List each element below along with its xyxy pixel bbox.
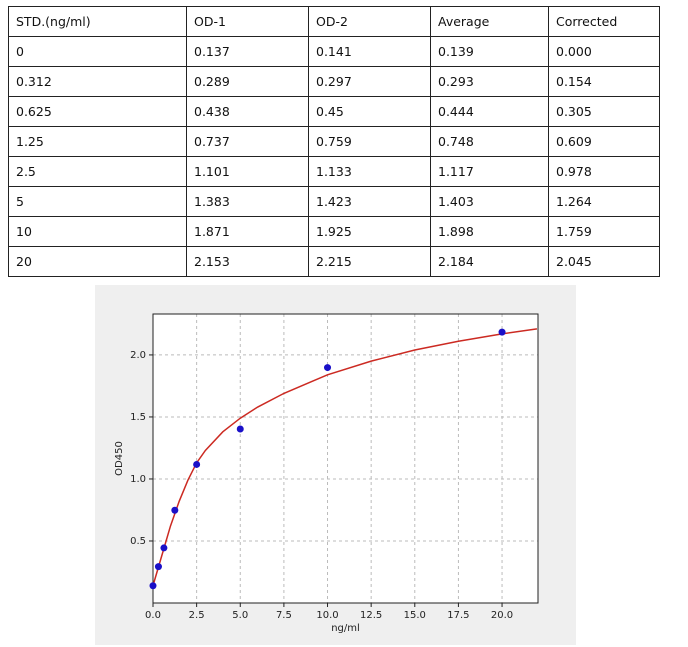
x-tick-label: 20.0 [491, 610, 513, 621]
table-cell: 0.444 [430, 96, 549, 127]
x-tick-label: 15.0 [404, 610, 426, 621]
table-cell: 2.184 [430, 246, 549, 277]
table-cell: 1.871 [186, 216, 309, 247]
table-cell: 0.759 [308, 126, 431, 157]
table-row: 5 1.383 1.423 1.403 1.264 [8, 186, 660, 217]
table-cell: 0.305 [548, 96, 660, 127]
table-cell: 0.438 [186, 96, 309, 127]
header-cell: OD-1 [186, 6, 309, 37]
table-cell: 0.45 [308, 96, 431, 127]
data-point [160, 544, 168, 552]
table-row: 0.625 0.438 0.45 0.444 0.305 [8, 96, 660, 127]
table-cell: 0 [8, 36, 187, 67]
x-tick-label: 2.5 [189, 610, 205, 621]
table-cell: 0.293 [430, 66, 549, 97]
y-axis-label: OD450 [114, 441, 125, 476]
header-cell: OD-2 [308, 6, 431, 37]
data-point [324, 364, 332, 372]
data-point [154, 563, 162, 571]
table-cell: 1.117 [430, 156, 549, 187]
table-row: STD.(ng/ml) OD-1 OD-2 Average Corrected [8, 6, 660, 37]
data-point [193, 460, 201, 468]
table-cell: 1.423 [308, 186, 431, 217]
table-cell: 1.101 [186, 156, 309, 187]
table-cell: 1.898 [430, 216, 549, 247]
y-tick-label: 1.5 [130, 412, 146, 423]
table-cell: 0.139 [430, 36, 549, 67]
header-cell: STD.(ng/ml) [8, 6, 187, 37]
data-point [498, 328, 506, 336]
table-cell: 2.5 [8, 156, 187, 187]
table-row: 10 1.871 1.925 1.898 1.759 [8, 216, 660, 247]
table-cell: 0.625 [8, 96, 187, 127]
table-cell: 0.154 [548, 66, 660, 97]
table-cell: 2.215 [308, 246, 431, 277]
chart-panel: 0.0 2.5 5.0 7.5 10.0 12.5 15.0 17.5 20.0 0.5 1.0 1.… [95, 285, 576, 645]
y-tick-label: 0.5 [130, 536, 146, 547]
table-cell: 0.289 [186, 66, 309, 97]
plot-area [153, 314, 538, 603]
x-tick-label: 5.0 [232, 610, 248, 621]
table-cell: 1.133 [308, 156, 431, 187]
chart: 0.0 2.5 5.0 7.5 10.0 12.5 15.0 17.5 20.0 0.5 1.0 1.… [114, 313, 539, 634]
table-cell: 1.403 [430, 186, 549, 217]
table-cell: 0.737 [186, 126, 309, 157]
table-row: 2.5 1.101 1.133 1.117 0.978 [8, 156, 660, 187]
table-cell: 1.25 [8, 126, 187, 157]
x-tick-label: 17.5 [447, 610, 469, 621]
table-cell: 0.297 [308, 66, 431, 97]
table-cell: 5 [8, 186, 187, 217]
y-tick-label: 2.0 [130, 350, 146, 361]
table-cell: 1.925 [308, 216, 431, 247]
data-table: STD.(ng/ml) OD-1 OD-2 Average Corrected 0 0.13… [8, 6, 660, 277]
table-cell: 2.045 [548, 246, 660, 277]
table-cell: 2.153 [186, 246, 309, 277]
table-cell: 1.383 [186, 186, 309, 217]
data-point [149, 582, 157, 590]
header-cell: Average [430, 6, 549, 37]
y-tick-label: 1.0 [130, 474, 146, 485]
x-tick-label: 0.0 [145, 610, 161, 621]
data-point [171, 506, 179, 514]
table-cell: 0.978 [548, 156, 660, 187]
plot-frame [152, 313, 539, 604]
table-row: 0 0.137 0.141 0.139 0.000 [8, 36, 660, 67]
table-cell: 0.609 [548, 126, 660, 157]
table-cell: 1.759 [548, 216, 660, 247]
table-cell: 0.748 [430, 126, 549, 157]
x-tick-label: 10.0 [316, 610, 338, 621]
table-cell: 1.264 [548, 186, 660, 217]
table-cell: 0.000 [548, 36, 660, 67]
x-axis-label: ng/ml [331, 623, 360, 634]
header-cell: Corrected [548, 6, 660, 37]
table-cell: 10 [8, 216, 187, 247]
table-cell: 0.141 [308, 36, 431, 67]
x-tick-label: 12.5 [360, 610, 382, 621]
table-row: 1.25 0.737 0.759 0.748 0.609 [8, 126, 660, 157]
table-cell: 20 [8, 246, 187, 277]
table-row: 20 2.153 2.215 2.184 2.045 [8, 246, 660, 277]
table-cell: 0.137 [186, 36, 309, 67]
table-row: 0.312 0.289 0.297 0.293 0.154 [8, 66, 660, 97]
x-tick-label: 7.5 [276, 610, 292, 621]
data-point [236, 425, 244, 433]
table-cell: 0.312 [8, 66, 187, 97]
